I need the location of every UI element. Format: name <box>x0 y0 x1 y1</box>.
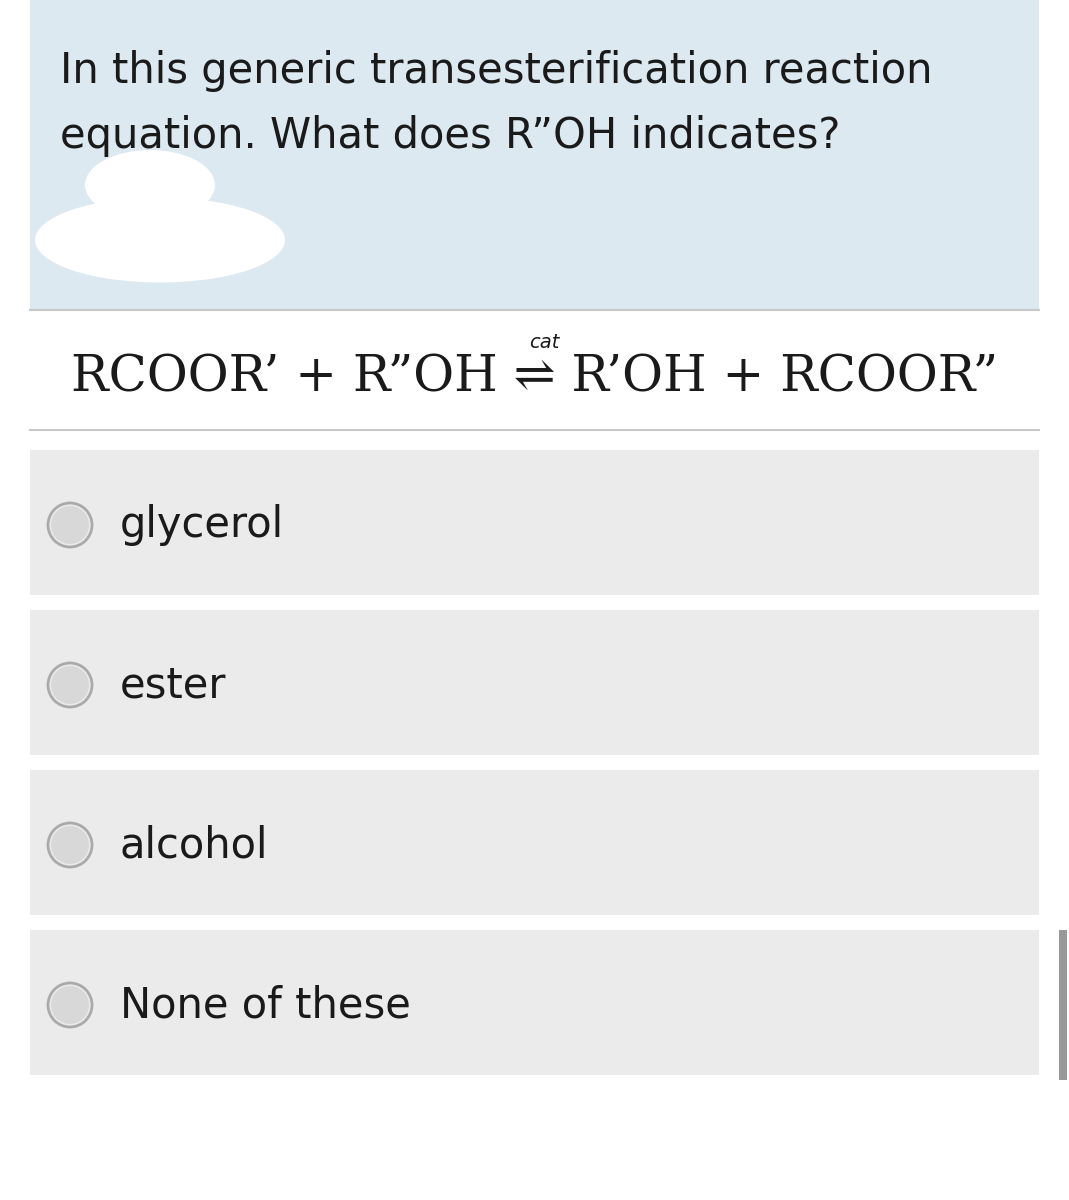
Bar <box>30 755 1039 766</box>
Bar <box>30 0 1039 310</box>
Circle shape <box>48 823 92 866</box>
Bar <box>30 1075 1039 1085</box>
Bar <box>30 770 1039 920</box>
Bar <box>1059 930 1067 1080</box>
Bar <box>30 310 1039 430</box>
Circle shape <box>48 983 92 1027</box>
Bar <box>30 914 1039 925</box>
Ellipse shape <box>86 150 215 220</box>
Text: RCOOR’ + R”OH ⇌ R’OH + RCOOR”: RCOOR’ + R”OH ⇌ R’OH + RCOOR” <box>71 353 998 403</box>
Circle shape <box>48 662 92 707</box>
Text: ester: ester <box>120 664 227 706</box>
Text: In this generic transesterification reaction: In this generic transesterification reac… <box>60 50 932 92</box>
Circle shape <box>51 506 89 544</box>
Bar <box>30 450 1039 600</box>
Circle shape <box>48 503 92 547</box>
Bar <box>30 595 1039 605</box>
Circle shape <box>51 666 89 704</box>
Bar <box>30 930 1039 1080</box>
Circle shape <box>51 826 89 864</box>
Text: None of these: None of these <box>120 984 410 1026</box>
Text: alcohol: alcohol <box>120 824 268 866</box>
Ellipse shape <box>35 198 285 282</box>
Text: glycerol: glycerol <box>120 504 284 546</box>
Text: equation. What does R”OH indicates?: equation. What does R”OH indicates? <box>60 115 840 157</box>
Bar <box>30 610 1039 760</box>
Circle shape <box>51 986 89 1024</box>
Text: cat: cat <box>529 332 560 352</box>
